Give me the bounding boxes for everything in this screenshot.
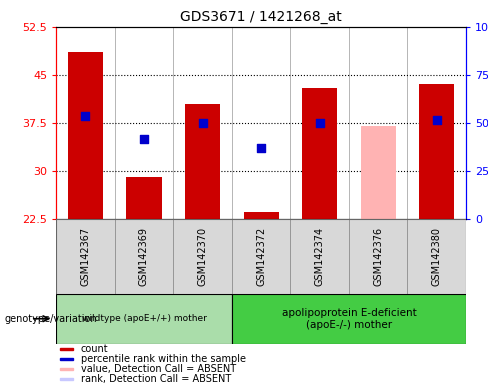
Text: GSM142380: GSM142380 — [432, 227, 442, 286]
Text: GSM142367: GSM142367 — [81, 227, 90, 286]
Point — [257, 146, 265, 152]
Point — [433, 117, 441, 123]
Bar — [185, 104, 220, 219]
Bar — [56, 294, 232, 344]
Bar — [60, 348, 73, 350]
Bar — [232, 294, 466, 344]
Text: GSM142374: GSM142374 — [315, 227, 325, 286]
Point — [199, 120, 206, 126]
Text: genotype/variation: genotype/variation — [5, 314, 98, 324]
Text: wildtype (apoE+/+) mother: wildtype (apoE+/+) mother — [81, 314, 206, 323]
Text: apolipoprotein E-deficient
(apoE-/-) mother: apolipoprotein E-deficient (apoE-/-) mot… — [282, 308, 416, 329]
Text: count: count — [81, 344, 108, 354]
Bar — [419, 84, 454, 219]
Text: GSM142376: GSM142376 — [373, 227, 383, 286]
Bar — [290, 219, 349, 294]
Point — [316, 120, 324, 126]
Point — [81, 113, 89, 119]
Bar — [173, 219, 232, 294]
Title: GDS3671 / 1421268_at: GDS3671 / 1421268_at — [180, 10, 342, 25]
Bar — [60, 367, 73, 370]
Text: percentile rank within the sample: percentile rank within the sample — [81, 354, 246, 364]
Bar — [115, 219, 173, 294]
Bar — [60, 378, 73, 380]
Bar — [349, 219, 407, 294]
Text: rank, Detection Call = ABSENT: rank, Detection Call = ABSENT — [81, 374, 231, 384]
Bar — [407, 219, 466, 294]
Text: GSM142370: GSM142370 — [198, 227, 207, 286]
Bar — [302, 88, 337, 219]
Bar — [361, 126, 396, 219]
Text: GSM142369: GSM142369 — [139, 227, 149, 286]
Point — [140, 136, 148, 142]
Text: GSM142372: GSM142372 — [256, 227, 266, 286]
Bar — [232, 219, 290, 294]
Text: value, Detection Call = ABSENT: value, Detection Call = ABSENT — [81, 364, 236, 374]
Bar — [244, 212, 279, 219]
Bar — [68, 53, 103, 219]
Bar — [60, 358, 73, 360]
Bar — [56, 219, 115, 294]
Bar — [126, 177, 162, 219]
